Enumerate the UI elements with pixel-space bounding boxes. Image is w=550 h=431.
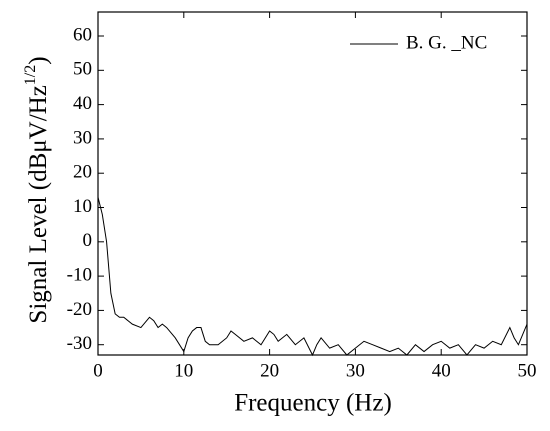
y-tick-label: -20 <box>67 299 92 320</box>
y-tick-label: 50 <box>73 59 92 80</box>
x-tick-label: 50 <box>518 360 537 381</box>
x-axis-label: Frequency (Hz) <box>234 390 392 417</box>
y-axis-label-end: ) <box>25 56 52 64</box>
x-tick-label: 0 <box>93 360 103 381</box>
x-tick-label: 20 <box>260 360 279 381</box>
y-axis-label-main: Signal Level (dBμV/Hz <box>25 85 52 323</box>
y-tick-label: 20 <box>73 162 92 183</box>
x-tick-label: 10 <box>174 360 193 381</box>
y-tick-label: 0 <box>83 230 93 251</box>
x-tick-label: 30 <box>346 360 365 381</box>
y-tick-label: 60 <box>73 24 92 45</box>
x-tick-label: 40 <box>432 360 451 381</box>
y-tick-label: 30 <box>73 127 92 148</box>
y-tick-label: -30 <box>67 333 92 354</box>
legend-label: B. G. _NC <box>406 32 487 53</box>
y-axis-label-sup: 1/2 <box>22 65 39 85</box>
y-tick-label: 40 <box>73 93 92 114</box>
y-tick-label: -10 <box>67 264 92 285</box>
y-tick-label: 10 <box>73 196 92 217</box>
series-line <box>97 197 528 357</box>
y-axis-label: Signal Level (dBμV/Hz1/2) <box>22 56 52 323</box>
plot-frame <box>97 11 528 356</box>
